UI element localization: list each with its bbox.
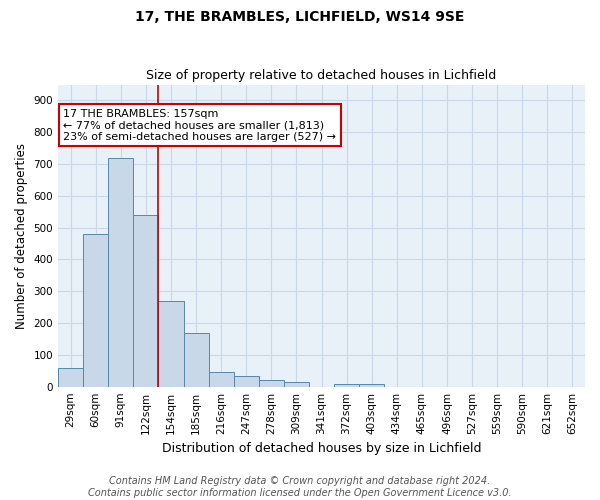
Text: 17 THE BRAMBLES: 157sqm
← 77% of detached houses are smaller (1,813)
23% of semi: 17 THE BRAMBLES: 157sqm ← 77% of detache… — [64, 108, 337, 142]
Bar — [83, 234, 108, 386]
Title: Size of property relative to detached houses in Lichfield: Size of property relative to detached ho… — [146, 69, 497, 82]
Y-axis label: Number of detached properties: Number of detached properties — [15, 142, 28, 328]
Bar — [58, 368, 83, 386]
Text: Contains HM Land Registry data © Crown copyright and database right 2024.
Contai: Contains HM Land Registry data © Crown c… — [88, 476, 512, 498]
Bar — [158, 301, 184, 386]
Bar — [259, 380, 284, 386]
Bar — [108, 158, 133, 386]
Bar — [133, 215, 158, 386]
X-axis label: Distribution of detached houses by size in Lichfield: Distribution of detached houses by size … — [162, 442, 481, 455]
Bar — [334, 384, 359, 386]
Bar — [233, 376, 259, 386]
Bar — [359, 384, 384, 386]
Bar — [284, 382, 309, 386]
Text: 17, THE BRAMBLES, LICHFIELD, WS14 9SE: 17, THE BRAMBLES, LICHFIELD, WS14 9SE — [136, 10, 464, 24]
Bar — [184, 332, 209, 386]
Bar — [209, 372, 233, 386]
